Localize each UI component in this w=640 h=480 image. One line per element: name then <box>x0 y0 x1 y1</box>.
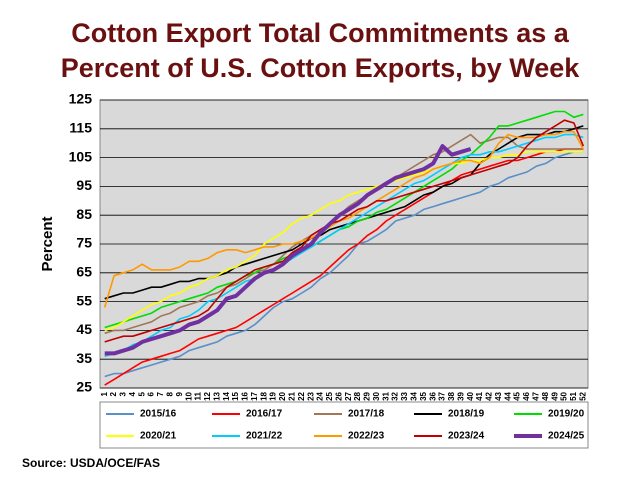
legend-box <box>99 401 589 449</box>
source: Source: USDA/OCE/FAS <box>22 456 160 470</box>
x-tick-label: 11 <box>194 391 203 400</box>
x-tick-label: 13 <box>212 391 221 400</box>
y-tick-label: 45 <box>76 321 92 337</box>
x-tick-label: 7 <box>156 391 165 396</box>
x-tick-label: 2 <box>109 391 118 396</box>
y-tick-label: 35 <box>76 350 92 366</box>
x-tick-label: 15 <box>231 391 240 400</box>
x-tick-label: 35 <box>419 391 428 400</box>
legend-label: 2024/25 <box>548 431 585 442</box>
x-tick-label: 30 <box>372 391 381 400</box>
series-line <box>104 151 584 332</box>
y-tick-label: 125 <box>69 91 93 107</box>
x-tick-label: 4 <box>128 391 137 396</box>
x-tick-label: 6 <box>147 391 156 396</box>
x-tick-label: 41 <box>475 391 484 400</box>
series-line <box>104 125 584 300</box>
y-tick-label: 65 <box>76 264 92 280</box>
y-axis-label: Percent <box>39 216 56 271</box>
series-line <box>103 130 585 308</box>
legend-label: 2015/16 <box>140 409 177 420</box>
y-tick-label: 55 <box>76 292 92 308</box>
series-line <box>104 119 585 343</box>
chart-title: Cotton Export Total Commitments as a <box>71 18 570 48</box>
y-tick-label: 75 <box>76 235 92 251</box>
x-tick-label: 10 <box>184 391 193 400</box>
x-tick-label: 22 <box>297 391 306 400</box>
y-tick-label: 95 <box>76 177 92 193</box>
x-tick-label: 33 <box>400 391 409 400</box>
series-line <box>104 144 472 356</box>
y-tick-label: 25 <box>76 379 92 395</box>
x-tick-label: 48 <box>541 391 550 400</box>
x-tick-label: 3 <box>119 391 128 396</box>
chart-title: Percent of U.S. Cotton Exports, by Week <box>61 53 581 83</box>
x-tick-label: 36 <box>428 391 437 400</box>
series-line <box>104 148 584 386</box>
x-tick-label: 34 <box>409 391 418 400</box>
x-tick-label: 43 <box>494 391 503 400</box>
x-tick-label: 47 <box>531 391 540 400</box>
x-tick-label: 25 <box>325 391 334 400</box>
x-tick-label: 39 <box>456 391 465 400</box>
legend-label: 2017/18 <box>348 409 385 420</box>
x-tick-label: 14 <box>222 391 231 400</box>
x-tick-label: 37 <box>438 391 447 400</box>
y-tick-label: 105 <box>69 148 93 164</box>
x-tick-label: 31 <box>381 391 390 400</box>
x-tick-label: 18 <box>259 391 268 400</box>
x-tick-label: 23 <box>306 391 315 400</box>
x-tick-label: 38 <box>447 391 456 400</box>
x-tick-label: 24 <box>316 391 325 400</box>
x-tick-label: 12 <box>203 391 212 400</box>
x-tick-label: 20 <box>278 391 287 400</box>
x-tick-label: 9 <box>175 391 184 396</box>
x-tick-label: 52 <box>578 391 587 400</box>
y-tick-label: 115 <box>69 120 92 136</box>
series-line <box>104 151 584 378</box>
x-tick-label: 5 <box>137 391 146 396</box>
series-line <box>104 133 584 358</box>
x-tick-label: 51 <box>569 391 578 400</box>
x-tick-label: 44 <box>503 391 512 400</box>
x-tick-label: 27 <box>344 391 353 400</box>
x-tick-label: 50 <box>560 391 569 400</box>
legend-label: 2021/22 <box>246 431 283 442</box>
legend-label: 2019/20 <box>548 409 585 420</box>
y-tick-label: 85 <box>76 206 92 222</box>
x-tick-label: 29 <box>363 391 372 400</box>
x-tick-label: 1 <box>100 391 109 396</box>
legend-label: 2016/17 <box>246 409 283 420</box>
legend-label: 2023/24 <box>448 431 485 442</box>
x-tick-label: 45 <box>513 391 522 400</box>
x-tick-label: 8 <box>165 391 174 396</box>
x-tick-label: 49 <box>550 391 559 400</box>
x-tick-label: 19 <box>269 391 278 400</box>
x-tick-label: 32 <box>391 391 400 400</box>
x-tick-label: 16 <box>241 391 250 400</box>
x-tick-label: 40 <box>466 391 475 400</box>
x-tick-label: 17 <box>250 391 259 400</box>
x-tick-label: 21 <box>287 391 296 400</box>
legend-label: 2020/21 <box>140 431 177 442</box>
x-tick-label: 46 <box>522 391 531 400</box>
legend-label: 2022/23 <box>348 431 385 442</box>
x-tick-label: 28 <box>353 391 362 400</box>
series-line <box>104 110 584 329</box>
x-tick-label: 42 <box>485 391 494 400</box>
legend-label: 2018/19 <box>448 409 485 420</box>
x-tick-label: 26 <box>334 391 343 400</box>
